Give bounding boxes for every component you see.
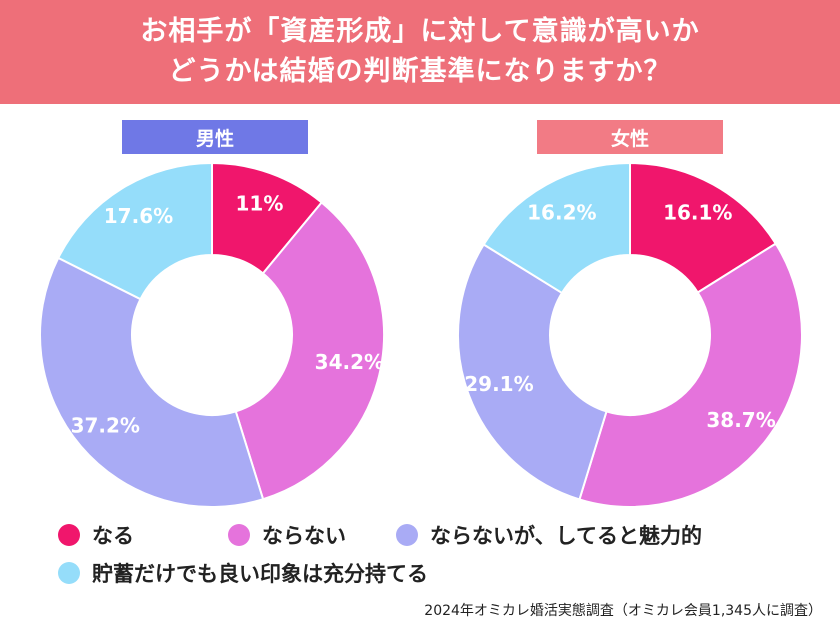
legend-label: なる	[92, 524, 134, 548]
legend-swatch	[396, 524, 418, 546]
legend-item-attractive: ならないが、してると魅力的	[396, 520, 702, 550]
male-label-savings: 17.6%	[104, 204, 173, 228]
male-label-attractive: 37.2%	[71, 414, 140, 438]
male-label-naranai: 34.2%	[315, 350, 384, 374]
legend-swatch	[58, 562, 80, 584]
male-slice-attractive	[39, 256, 265, 508]
legend-label: 貯蓄だけでも良い印象は充分持てる	[92, 562, 428, 586]
legend-item-naru: なる	[58, 520, 134, 550]
title-line-2: どうかは結婚の判断基準になりますか？	[168, 56, 672, 87]
female-label-savings: 16.2%	[527, 201, 596, 225]
female-slice-savings	[482, 161, 631, 295]
female-slice-naru	[629, 161, 778, 294]
legend-swatch	[228, 524, 250, 546]
female-slice-naranai	[578, 242, 803, 508]
male-label-naru: 11%	[235, 191, 283, 215]
female-donut-chart: 16.1% 38.7% 29.1% 16.2%	[457, 161, 803, 508]
female-chart-title: 女性	[537, 120, 723, 154]
legend-item-savings: 貯蓄だけでも良い印象は充分持てる	[58, 558, 428, 588]
legend-swatch	[58, 524, 80, 546]
title-line-1: お相手が「資産形成」に対して意識が高いか	[140, 16, 700, 47]
male-slice-naranai	[234, 201, 385, 501]
female-label-naru: 16.1%	[663, 200, 732, 224]
male-chart-title: 男性	[122, 120, 308, 154]
legend-label: ならない	[262, 524, 346, 548]
female-label-attractive: 29.1%	[464, 372, 533, 396]
source-note: 2024年オミカレ婚活実態調査（オミカレ会員1,345人に調査）	[424, 603, 822, 619]
legend-label: ならないが、してると魅力的	[430, 524, 702, 548]
female-slice-attractive	[457, 243, 608, 501]
title-banner: お相手が「資産形成」に対して意識が高いか どうかは結婚の判断基準になりますか？	[0, 0, 840, 104]
male-slice-savings	[56, 161, 213, 301]
male-donut-chart: 11% 34.2% 37.2% 17.6%	[39, 161, 385, 508]
female-label-naranai: 38.7%	[706, 408, 775, 432]
legend-item-naranai: ならない	[228, 520, 346, 550]
